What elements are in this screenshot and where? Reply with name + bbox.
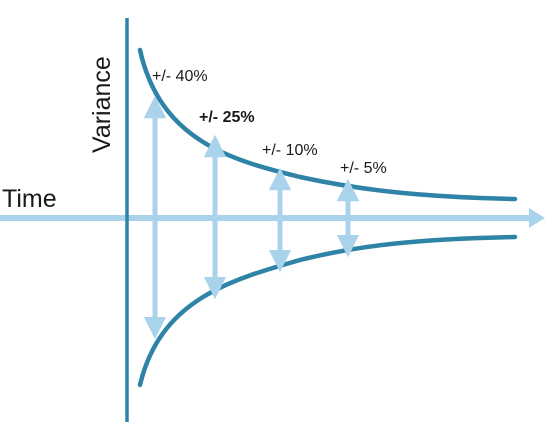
- time-axis-arrowhead: [529, 208, 545, 228]
- annotation-10: +/- 10%: [262, 142, 318, 159]
- variance-axis-label: Variance: [88, 56, 116, 153]
- upper-variance-curve: [137, 47, 518, 202]
- annotation-5: +/- 5%: [340, 160, 387, 177]
- time-axis-label: Time: [2, 185, 57, 213]
- lower-variance-curve: [137, 234, 518, 388]
- annotation-25: +/- 25%: [199, 109, 255, 126]
- annotation-40: +/- 40%: [152, 68, 208, 85]
